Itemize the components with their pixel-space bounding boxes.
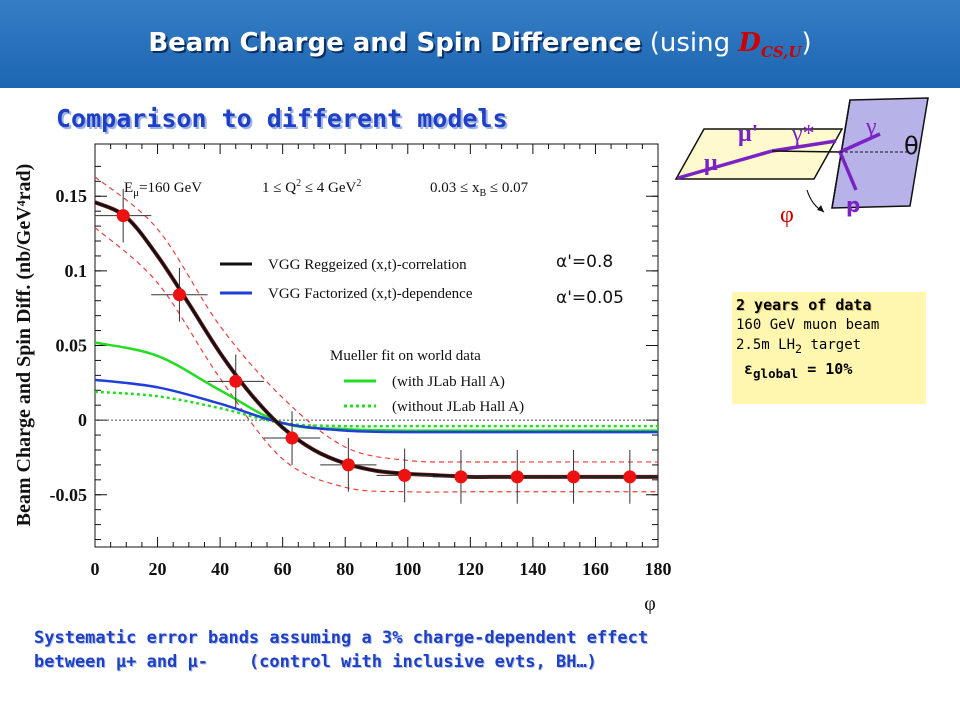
title-plain: (using bbox=[641, 28, 739, 58]
info-years: 2 years of data bbox=[736, 296, 872, 314]
kinematics-annotation: Eμ=160 GeV 1 ≤ Q2 ≤ 4 GeV2 0.03 ≤ xB ≤ 0.0… bbox=[124, 178, 529, 199]
info-box: 2 years of data 160 GeV muon beam 2.5m L… bbox=[732, 292, 926, 404]
ann-q-lo: 1 ≤ Q bbox=[262, 180, 296, 196]
legend-label-with-jlab: (with JLab Hall A) bbox=[392, 374, 505, 390]
x-axis-label: φ bbox=[644, 593, 656, 614]
y-tick-label: 0 bbox=[78, 410, 87, 430]
title-symbol-sub: CS,U bbox=[760, 43, 802, 62]
kinematics-diagram: γ μ' γ* θ μ p φ bbox=[674, 97, 929, 228]
x-tick-label: 100 bbox=[394, 559, 421, 579]
muon-prime-label: μ' bbox=[738, 121, 758, 147]
data-point bbox=[398, 468, 412, 482]
ann-q-hi: ≤ 4 GeV bbox=[301, 180, 356, 196]
mueller-with-jlab-curve bbox=[94, 341, 658, 432]
footer-line-1: Systematic error bands assuming a 3% cha… bbox=[34, 628, 649, 648]
slide-subtitle: Comparison to different models bbox=[56, 104, 508, 133]
scattered-muon-line bbox=[771, 139, 837, 153]
alpha-label-factorized: α'=0.05 bbox=[556, 288, 624, 308]
ann-xb-lo: 0.03 ≤ x bbox=[430, 180, 480, 196]
x-tick-labels: 0 20 40 60 80 100 120 140 160 180 bbox=[91, 559, 672, 579]
info-target-sub: 2 bbox=[795, 341, 803, 356]
info-eff-sub: global bbox=[753, 365, 799, 381]
x-tick-label: 80 bbox=[336, 559, 354, 579]
ann-mu: μ bbox=[133, 187, 139, 199]
info-beam: 160 GeV muon beam bbox=[736, 317, 880, 333]
footer-note: Systematic error bands assuming a 3% cha… bbox=[34, 626, 648, 674]
x-tick-label: 0 bbox=[91, 559, 100, 579]
y-tick-label: 0.05 bbox=[56, 336, 88, 356]
footer-line-2: between μ+ and μ- (control with inclusiv… bbox=[34, 652, 597, 672]
data-point bbox=[623, 470, 637, 484]
factorized-curve bbox=[94, 378, 658, 434]
legend-header-mueller: Mueller fit on world data bbox=[330, 348, 481, 364]
ann-e: E bbox=[124, 180, 133, 196]
alpha-label-reggeized: α'=0.8 bbox=[556, 252, 613, 272]
info-efficiency: εglobal = 10% bbox=[736, 359, 922, 384]
x-tick-label: 60 bbox=[274, 559, 292, 579]
info-eff-sym: ε bbox=[744, 359, 754, 378]
x-tick-label: 180 bbox=[645, 559, 672, 579]
title-banner bbox=[0, 0, 960, 88]
real-photon-line bbox=[839, 132, 881, 154]
x-tick-label: 120 bbox=[457, 559, 484, 579]
slide-title: Beam Charge and Spin Difference (using D… bbox=[0, 28, 960, 61]
error-band-lower bbox=[94, 227, 658, 493]
ann-energy: =160 GeV bbox=[139, 180, 202, 196]
info-target-main: 2.5m LH bbox=[736, 337, 796, 353]
y-tick-labels: -0.05 0 0.05 0.1 0.15 bbox=[50, 186, 88, 505]
muon-label: μ bbox=[704, 150, 718, 176]
title-bold: Beam Charge and Spin Difference bbox=[148, 28, 642, 58]
virtual-photon-label: γ* bbox=[791, 121, 815, 147]
chart: 0 20 40 60 80 100 120 140 160 180 -0.05 0 0.05 0.1 0.… bbox=[13, 143, 672, 614]
data-point bbox=[285, 431, 299, 445]
x-tick-label: 40 bbox=[211, 559, 229, 579]
data-point bbox=[510, 470, 524, 484]
recoil-proton-line bbox=[838, 151, 858, 191]
phi-label: φ bbox=[780, 202, 794, 228]
gamma-label: γ bbox=[865, 114, 877, 140]
y-tick-label: 0.15 bbox=[56, 186, 88, 206]
info-target-end: target bbox=[802, 337, 862, 353]
y-axis-label: Beam Charge and Spin Diff. (nb/GeV⁴rad) bbox=[13, 164, 35, 527]
title-symbol-letter: D bbox=[738, 28, 761, 58]
axis-ticks bbox=[94, 144, 659, 547]
data-point bbox=[341, 458, 355, 472]
data-points-layer bbox=[95, 188, 658, 504]
banner-shading bbox=[0, 0, 960, 88]
y-tick-label: -0.05 bbox=[50, 485, 88, 505]
title-close: ) bbox=[801, 28, 812, 58]
incoming-muon-line bbox=[677, 149, 773, 180]
data-point bbox=[454, 470, 468, 484]
x-tick-label: 140 bbox=[519, 559, 546, 579]
x-tick-label: 20 bbox=[149, 559, 167, 579]
x-tick-label: 160 bbox=[582, 559, 609, 579]
data-point bbox=[567, 470, 581, 484]
y-tick-label: 0.1 bbox=[65, 261, 88, 281]
ann-xb-sub: B bbox=[479, 188, 486, 199]
data-point bbox=[116, 209, 130, 223]
title-symbol: DCS,U bbox=[738, 28, 802, 62]
legend-label-reggeized: VGG Reggeized (x,t)-correlation bbox=[268, 257, 467, 273]
theta-label: θ bbox=[904, 132, 919, 160]
ann-q-sq2: 2 bbox=[356, 178, 361, 189]
ann-q-sq1: 2 bbox=[296, 178, 301, 189]
legend-label-without-jlab: (without JLab Hall A) bbox=[392, 399, 524, 415]
virtual-photon-line bbox=[771, 150, 841, 153]
legend-label-factorized: VGG Factorized (x,t)-dependence bbox=[268, 286, 473, 302]
data-point bbox=[229, 374, 243, 388]
info-target: 2.5m LH2 target bbox=[736, 335, 922, 359]
info-eff-end: = 10% bbox=[798, 359, 853, 378]
phi-arrowhead bbox=[817, 205, 824, 212]
data-point bbox=[172, 288, 186, 302]
ann-xb-hi: ≤ 0.07 bbox=[486, 180, 528, 196]
proton-label: p bbox=[846, 193, 860, 217]
